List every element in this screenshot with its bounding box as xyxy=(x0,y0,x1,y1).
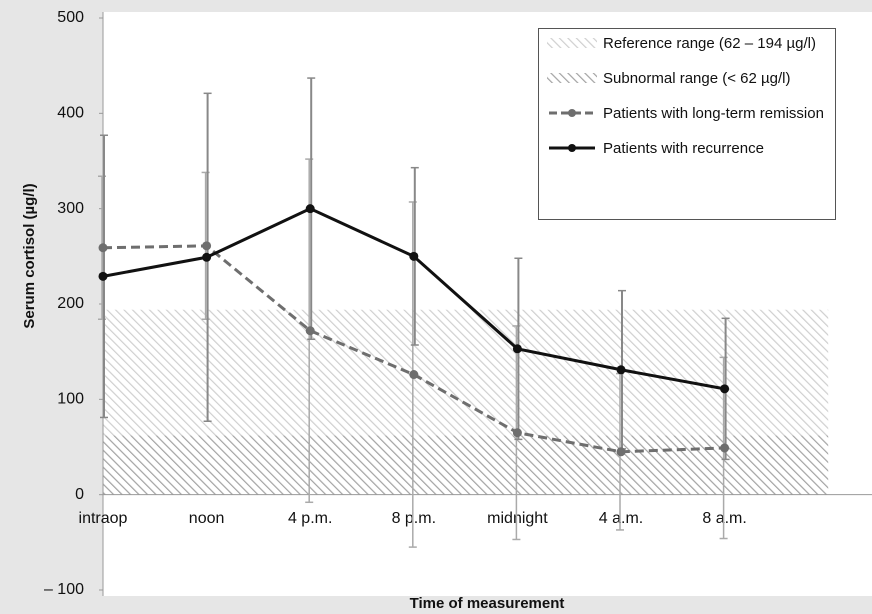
y-tick-label: – 100 xyxy=(44,581,84,598)
y-axis-title: Serum cortisol (µg/l) xyxy=(21,183,38,328)
x-tick-label: 4 p.m. xyxy=(288,510,332,527)
y-tick-label: 400 xyxy=(57,105,84,122)
legend-item: Subnormal range (< 62 µg/l) xyxy=(547,70,827,87)
x-axis-title: Time of measurement xyxy=(410,595,565,612)
data-point xyxy=(720,384,730,394)
y-tick-label: 100 xyxy=(57,391,84,408)
data-point xyxy=(616,447,626,457)
data-point xyxy=(720,443,730,453)
data-point xyxy=(98,243,108,253)
data-point xyxy=(98,271,108,281)
legend-label: Subnormal range (< 62 µg/l) xyxy=(603,70,791,87)
data-point xyxy=(202,252,212,262)
data-point xyxy=(512,344,522,354)
x-tick-label: noon xyxy=(189,510,225,527)
data-point xyxy=(409,370,419,380)
data-point xyxy=(305,326,315,336)
y-tick-label: 0 xyxy=(75,486,84,503)
legend-swatch xyxy=(547,73,597,83)
legend-item: Patients with recurrence xyxy=(547,140,827,157)
legend-swatch xyxy=(549,144,595,152)
range-band xyxy=(103,435,829,495)
legend-label: Reference range (62 – 194 µg/l) xyxy=(603,35,816,52)
x-tick-label: midnight xyxy=(487,510,548,527)
x-tick-label: 4 a.m. xyxy=(599,510,643,527)
legend-swatch xyxy=(547,38,597,48)
data-point xyxy=(616,365,626,375)
x-tick-label: 8 p.m. xyxy=(392,510,436,527)
data-point xyxy=(305,204,315,214)
legend-item: Reference range (62 – 194 µg/l) xyxy=(547,35,827,52)
legend-label: Patients with recurrence xyxy=(603,140,764,157)
data-point xyxy=(512,428,522,438)
legend: Reference range (62 – 194 µg/l) Subnormal… xyxy=(538,28,836,220)
legend-label: Patients with long-term remission xyxy=(603,105,824,122)
x-tick-label: 8 a.m. xyxy=(702,510,746,527)
data-point xyxy=(202,241,212,251)
y-tick-label: 500 xyxy=(57,9,84,26)
legend-item: Patients with long-term remission xyxy=(547,105,827,122)
y-tick-label: 200 xyxy=(57,295,84,312)
legend-swatch xyxy=(549,109,595,117)
x-tick-label: intraop xyxy=(79,510,128,527)
data-point xyxy=(409,251,419,261)
range-band xyxy=(103,309,829,436)
y-tick-label: 300 xyxy=(57,200,84,217)
